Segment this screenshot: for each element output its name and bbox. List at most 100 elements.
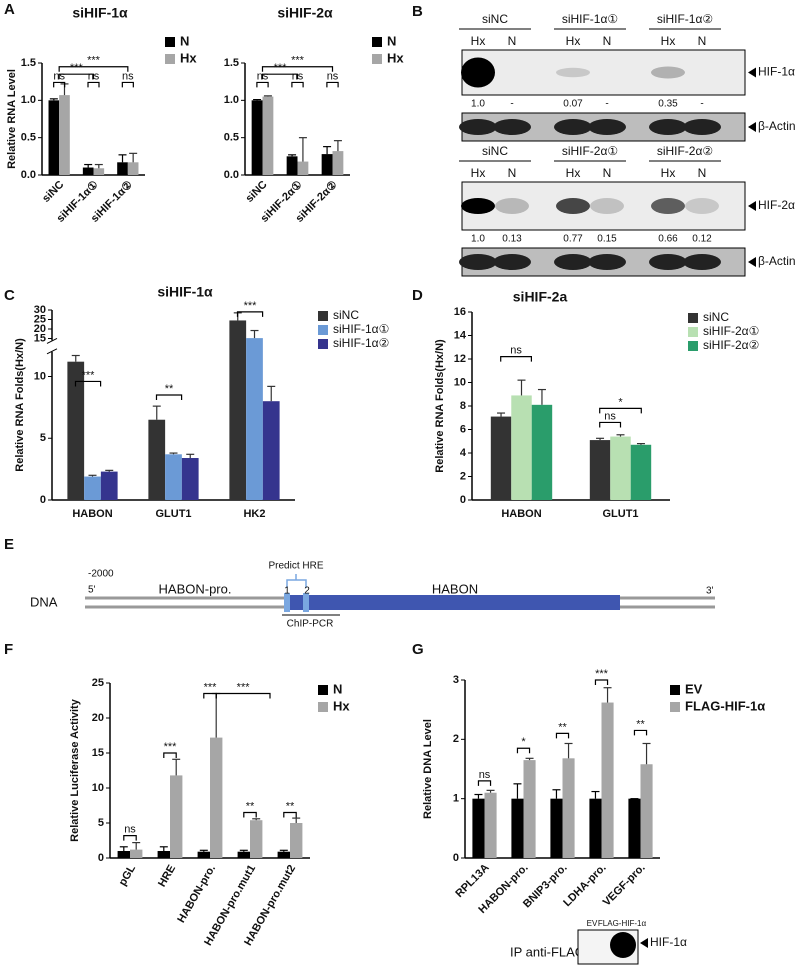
- blot-band: [651, 198, 685, 214]
- bar: [601, 702, 614, 858]
- significance-bracket: [256, 81, 269, 88]
- bar: [100, 471, 118, 500]
- bar: [181, 458, 199, 500]
- loading-label: β-Actin: [758, 119, 796, 133]
- significance-bracket: [243, 811, 257, 818]
- x-tick-label: HABON: [72, 508, 112, 520]
- error-bar: [497, 412, 506, 417]
- loading-band: [459, 119, 497, 135]
- y-tick-label: 10: [34, 370, 46, 382]
- y-tick-label: 4: [460, 447, 467, 459]
- y-tick-label: 5: [40, 432, 46, 444]
- legend-label: N: [387, 33, 396, 48]
- error-bar: [596, 437, 605, 441]
- significance-bracket: [477, 780, 492, 786]
- significance-label: ns: [88, 70, 100, 82]
- bar: [589, 440, 611, 500]
- target-label: HIF-1α: [650, 935, 687, 949]
- significance-label: *: [618, 396, 623, 408]
- error-bar: [169, 452, 178, 455]
- quantification: 0.15: [597, 234, 617, 245]
- bar: [251, 100, 263, 175]
- loading-band: [493, 119, 531, 135]
- bar: [229, 320, 247, 500]
- error-bar: [292, 817, 301, 823]
- loading-band: [588, 254, 626, 270]
- bar: [84, 476, 101, 500]
- y-tick-label: 30: [34, 304, 46, 316]
- significance-label: ***: [291, 55, 305, 67]
- diagram-label: -2000: [88, 569, 114, 580]
- arrow-head: [640, 938, 648, 948]
- blot-band: [556, 67, 590, 78]
- significance-label: ***: [274, 62, 288, 74]
- loading-band: [683, 254, 721, 270]
- loading-band: [683, 119, 721, 135]
- bar: [93, 168, 105, 175]
- loading-band: [588, 119, 626, 135]
- error-bar: [172, 758, 181, 776]
- legend-swatch: [670, 685, 680, 695]
- significance-bracket: [53, 81, 66, 88]
- bar: [170, 775, 183, 858]
- bar: [262, 96, 274, 175]
- legend-swatch: [688, 313, 698, 323]
- lane-label: Hx: [566, 34, 581, 48]
- y-axis-label: Relative RNA Level: [6, 69, 18, 169]
- panel-label: G: [412, 641, 424, 658]
- x-tick-label: VEGF-pro.: [601, 862, 648, 909]
- y-tick-label: 0: [460, 494, 466, 506]
- significance-label: ns: [124, 824, 136, 836]
- target-label: HIF-1α: [758, 65, 795, 79]
- y-tick-label: 2: [460, 470, 466, 482]
- y-tick-label: 15: [34, 332, 46, 344]
- blot-group: siHIF-1α②: [657, 12, 713, 26]
- error-bar: [642, 742, 651, 765]
- error-bar: [537, 388, 546, 405]
- significance-bracket: [261, 73, 299, 80]
- bar: [262, 401, 280, 500]
- y-tick-label: 1.5: [224, 57, 239, 69]
- diagram-label: HABON-pro.: [159, 581, 232, 596]
- error-bar: [591, 790, 600, 799]
- diagram-label: Predict HRE: [268, 561, 323, 572]
- y-tick-label: 0: [98, 852, 104, 864]
- legend-label: N: [333, 681, 342, 696]
- quantification: -: [700, 99, 703, 110]
- bar: [148, 419, 166, 500]
- error-bar: [486, 789, 495, 793]
- legend-swatch: [318, 311, 328, 321]
- legend-label: FLAG-HIF-1α: [685, 698, 765, 713]
- y-tick-label: 0.0: [224, 169, 239, 181]
- significance-bracket: [599, 421, 622, 428]
- error-bar: [94, 163, 103, 169]
- y-tick-label: 1.0: [224, 94, 239, 106]
- legend-swatch: [318, 339, 328, 349]
- significance-label: ***: [204, 681, 218, 693]
- legend-label: Hx: [387, 50, 404, 65]
- error-bar: [186, 453, 195, 459]
- error-bar: [564, 742, 573, 759]
- lane-label: Hx: [471, 34, 486, 48]
- arrow-head: [748, 257, 756, 267]
- legend-swatch: [318, 685, 328, 695]
- legend-swatch: [318, 702, 328, 712]
- bar: [628, 798, 641, 858]
- bar: [630, 444, 652, 500]
- error-bar: [288, 154, 297, 157]
- x-tick-label: GLUT1: [602, 508, 638, 520]
- lane-label: N: [603, 166, 612, 180]
- y-tick-label: 6: [460, 423, 466, 435]
- bar: [523, 760, 536, 858]
- significance-bracket: [58, 66, 129, 72]
- significance-label: **: [636, 718, 645, 730]
- chart-title: siHIF-1α: [157, 284, 213, 300]
- error-bar: [239, 849, 248, 852]
- arrow-head: [748, 201, 756, 211]
- legend-label: siHIF-1α②: [333, 336, 389, 350]
- y-tick-label: 25: [34, 313, 46, 325]
- y-tick-label: 25: [92, 677, 104, 689]
- y-tick-label: 1.5: [21, 57, 36, 69]
- legend-label: siHIF-2α①: [703, 324, 759, 338]
